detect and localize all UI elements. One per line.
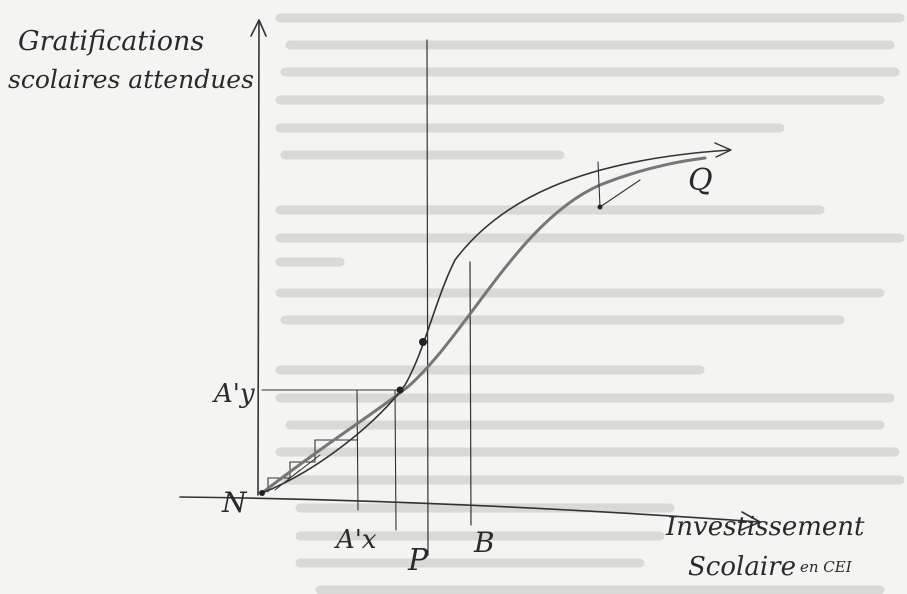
y-axis-label-1: Gratifications	[18, 26, 204, 57]
x-axis-arrow	[740, 511, 761, 531]
label-p: P	[407, 543, 429, 578]
label-n: N	[221, 486, 248, 519]
point-p	[419, 338, 427, 346]
x-axis-unit: en CEI	[800, 558, 853, 576]
point-a	[396, 386, 404, 394]
guide-ax	[356, 389, 359, 511]
label-b: B	[473, 526, 495, 559]
y-axis-label-2: scolaires attendues	[8, 65, 254, 94]
label-ax: A'x	[334, 525, 377, 555]
point-n	[259, 490, 265, 496]
curve-s	[261, 149, 731, 494]
hatching	[274, 454, 321, 491]
label-q: Q	[688, 163, 713, 198]
guide-b	[469, 261, 472, 526]
staircase	[267, 439, 358, 493]
curve-q	[260, 156, 707, 495]
x-axis	[179, 496, 761, 523]
x-axis-label-2: Scolaire	[688, 552, 796, 582]
guide-p	[426, 39, 429, 556]
paper-texture	[275, 13, 905, 594]
curve-arrow	[714, 142, 732, 158]
point-t	[597, 204, 603, 210]
x-axis-label-1: Investissement	[665, 512, 865, 542]
guide-a	[394, 389, 397, 531]
label-ay: A'y	[212, 379, 255, 409]
y-axis	[257, 21, 260, 496]
y-axis-arrow	[250, 19, 267, 37]
